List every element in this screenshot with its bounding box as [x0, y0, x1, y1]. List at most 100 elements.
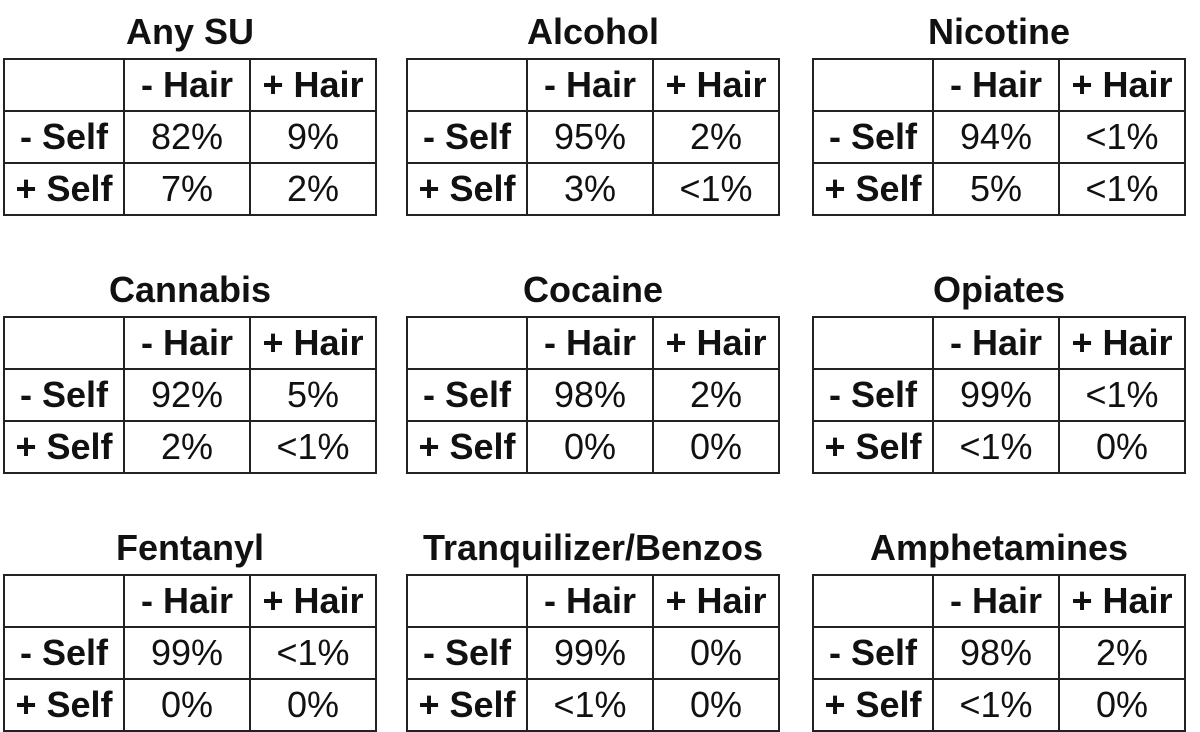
value-cell: 3%: [526, 162, 654, 216]
panel-title: Cannabis: [108, 269, 272, 310]
panel-title: Opiates: [932, 269, 1066, 310]
value-cell: 92%: [123, 368, 251, 422]
contingency-table: - Hair + Hair - Self 82% 9% + Self 7% 2%: [3, 58, 377, 216]
table-row: - Self 99% <1%: [3, 626, 377, 680]
column-header: + Hair: [652, 58, 780, 112]
value-cell: <1%: [249, 420, 377, 474]
value-cell: <1%: [526, 678, 654, 732]
corner-cell: [406, 574, 528, 628]
row-header: - Self: [3, 110, 125, 164]
column-header: - Hair: [123, 316, 251, 370]
column-header: - Hair: [932, 574, 1060, 628]
value-cell: 0%: [123, 678, 251, 732]
value-cell: 0%: [1058, 420, 1186, 474]
panel-title: Tranquilizer/Benzos: [422, 527, 764, 568]
panel-tranquilizer-benzos: Tranquilizer/Benzos - Hair + Hair - Self 99%…: [406, 520, 780, 732]
table-row: + Self 5% <1%: [812, 162, 1186, 216]
value-cell: 2%: [652, 110, 780, 164]
table-row: - Self 99% 0%: [406, 626, 780, 680]
value-cell: 99%: [526, 626, 654, 680]
header-row: - Hair + Hair: [406, 58, 780, 112]
corner-cell: [812, 316, 934, 370]
column-header: - Hair: [526, 316, 654, 370]
row-header: + Self: [3, 420, 125, 474]
value-cell: 98%: [932, 626, 1060, 680]
contingency-table: - Hair + Hair - Self 99% 0% + Self <1% 0%: [406, 574, 780, 732]
row-header: - Self: [812, 110, 934, 164]
header-row: - Hair + Hair: [3, 316, 377, 370]
header-row: - Hair + Hair: [406, 316, 780, 370]
row-header: + Self: [3, 162, 125, 216]
table-row: + Self 0% 0%: [3, 678, 377, 732]
column-header: + Hair: [249, 316, 377, 370]
value-cell: <1%: [249, 626, 377, 680]
value-cell: 7%: [123, 162, 251, 216]
table-row: + Self <1% 0%: [406, 678, 780, 732]
column-header: - Hair: [932, 316, 1060, 370]
table-row: - Self 95% 2%: [406, 110, 780, 164]
column-header: - Hair: [123, 574, 251, 628]
value-cell: 2%: [652, 368, 780, 422]
table-row: - Self 99% <1%: [812, 368, 1186, 422]
panel-title: Fentanyl: [115, 527, 265, 568]
row-header: - Self: [812, 368, 934, 422]
value-cell: 2%: [1058, 626, 1186, 680]
column-header: + Hair: [1058, 574, 1186, 628]
corner-cell: [406, 316, 528, 370]
contingency-table: - Hair + Hair - Self 95% 2% + Self 3% <1%: [406, 58, 780, 216]
table-row: + Self 3% <1%: [406, 162, 780, 216]
value-cell: 0%: [1058, 678, 1186, 732]
panel-opiates: Opiates - Hair + Hair - Self 99% <1% + Self <1%…: [812, 262, 1186, 474]
row-header: + Self: [812, 678, 934, 732]
row-header: - Self: [3, 368, 125, 422]
row-header: + Self: [3, 678, 125, 732]
row-header: - Self: [406, 626, 528, 680]
value-cell: 5%: [932, 162, 1060, 216]
panel-alcohol: Alcohol - Hair + Hair - Self 95% 2% + Self 3% <1…: [406, 4, 780, 216]
value-cell: 0%: [652, 678, 780, 732]
value-cell: 82%: [123, 110, 251, 164]
value-cell: <1%: [1058, 110, 1186, 164]
table-row: - Self 98% 2%: [406, 368, 780, 422]
panel-title: Amphetamines: [869, 527, 1129, 568]
value-cell: 2%: [123, 420, 251, 474]
column-header: + Hair: [249, 58, 377, 112]
panel-fentanyl: Fentanyl - Hair + Hair - Self 99% <1% + Self 0%…: [3, 520, 377, 732]
header-row: - Hair + Hair: [812, 58, 1186, 112]
table-row: + Self 0% 0%: [406, 420, 780, 474]
value-cell: <1%: [932, 678, 1060, 732]
corner-cell: [812, 58, 934, 112]
table-row: + Self <1% 0%: [812, 678, 1186, 732]
column-header: - Hair: [123, 58, 251, 112]
row-header: + Self: [406, 420, 528, 474]
table-row: - Self 92% 5%: [3, 368, 377, 422]
value-cell: 9%: [249, 110, 377, 164]
value-cell: 0%: [652, 626, 780, 680]
value-cell: 5%: [249, 368, 377, 422]
value-cell: 0%: [526, 420, 654, 474]
value-cell: <1%: [1058, 368, 1186, 422]
column-header: - Hair: [932, 58, 1060, 112]
row-header: + Self: [812, 162, 934, 216]
column-header: + Hair: [1058, 58, 1186, 112]
value-cell: 94%: [932, 110, 1060, 164]
row-header: - Self: [406, 110, 528, 164]
row-header: - Self: [812, 626, 934, 680]
panel-title: Nicotine: [927, 11, 1070, 52]
value-cell: 95%: [526, 110, 654, 164]
panel-any-su: Any SU - Hair + Hair - Self 82% 9% + Self 7% 2%: [3, 4, 377, 216]
column-header: + Hair: [652, 574, 780, 628]
corner-cell: [3, 58, 125, 112]
value-cell: 0%: [249, 678, 377, 732]
contingency-table: - Hair + Hair - Self 98% 2% + Self <1% 0%: [812, 574, 1186, 732]
column-header: - Hair: [526, 58, 654, 112]
panel-title: Alcohol: [527, 11, 659, 52]
panel-amphetamines: Amphetamines - Hair + Hair - Self 98% 2% + Sel…: [812, 520, 1186, 732]
row-header: - Self: [406, 368, 528, 422]
table-row: + Self 2% <1%: [3, 420, 377, 474]
column-header: + Hair: [249, 574, 377, 628]
panel-title: Cocaine: [522, 269, 664, 310]
column-header: + Hair: [652, 316, 780, 370]
table-row: - Self 94% <1%: [812, 110, 1186, 164]
